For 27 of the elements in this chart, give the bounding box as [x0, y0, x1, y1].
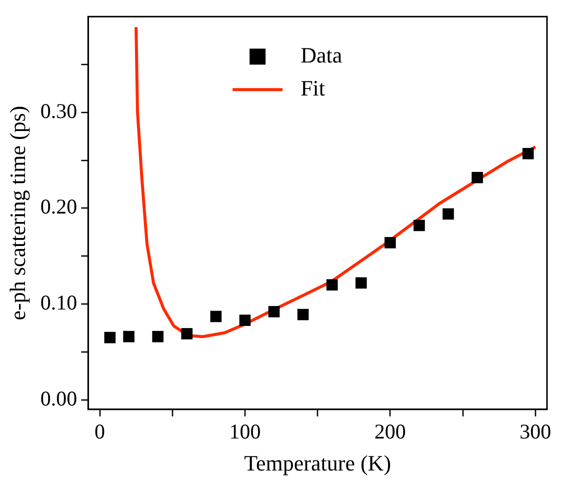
- point: [522, 148, 534, 160]
- point: [384, 237, 396, 248]
- point: [152, 330, 164, 342]
- y-tick-label: 0.00: [40, 386, 78, 410]
- x-tick-label: 100: [229, 420, 261, 444]
- x-tick-label: 200: [374, 420, 406, 444]
- point: [123, 330, 134, 342]
- point: [442, 208, 454, 220]
- point: [326, 279, 338, 291]
- legend-label: Fit: [300, 75, 326, 100]
- x-axis-title: Temperature (K): [244, 450, 392, 476]
- point: [239, 314, 251, 326]
- y-tick-label: 0.30: [40, 98, 78, 123]
- y-tick-label: 0.20: [40, 194, 78, 219]
- x-tick-label: 0: [94, 420, 106, 444]
- point: [414, 220, 425, 232]
- legend-label: Data: [300, 42, 342, 68]
- point: [355, 277, 367, 289]
- point: [268, 306, 280, 318]
- y-axis-title: e-ph scattering time (ps): [4, 106, 30, 320]
- point: [472, 172, 483, 184]
- point: [297, 308, 309, 320]
- point: [104, 332, 116, 344]
- point: [210, 310, 222, 322]
- point: [181, 328, 193, 340]
- y-tick-label: 0.10: [40, 290, 78, 315]
- x-tick-label: 300: [520, 420, 552, 444]
